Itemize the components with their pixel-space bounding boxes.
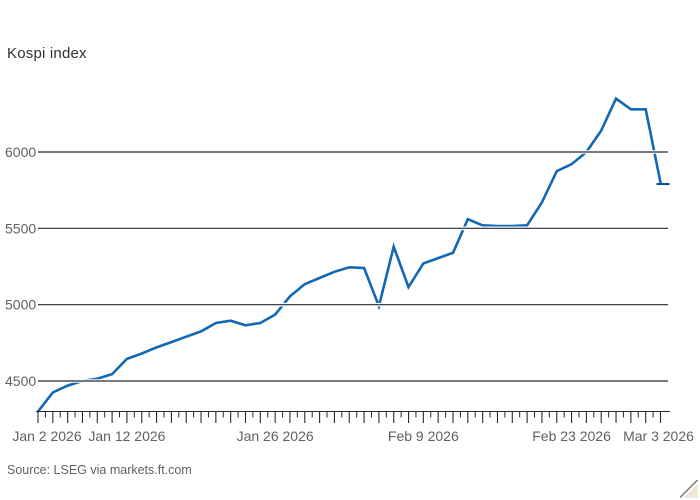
chart-title: Kospi index <box>7 45 87 62</box>
resize-corner-icon <box>680 480 698 498</box>
kospi-line-plot: 4500 5000 5500 6000 Jan 2 2026 Jan 12 2026 Jan… <box>5 96 694 444</box>
y-axis-tick-label: 4500 <box>5 373 36 389</box>
x-axis-tick-label: Jan 12 2026 <box>88 428 165 444</box>
x-axis-tick-label: Jan 2 2026 <box>12 428 81 444</box>
x-axis-tick-label: Feb 23 2026 <box>532 428 611 444</box>
y-axis-tick-label: 5000 <box>5 297 36 313</box>
y-axis-tick-label: 5500 <box>5 220 36 236</box>
x-axis-tick-label: Feb 9 2026 <box>388 428 459 444</box>
x-axis-tick-label: Mar 3 2026 <box>623 428 694 444</box>
kospi-series-line <box>36 96 662 413</box>
x-axis-tick-label: Jan 26 2026 <box>237 428 314 444</box>
source-attribution: Source: LSEG via markets.ft.com <box>7 463 192 477</box>
y-axis-tick-label: 6000 <box>5 144 36 160</box>
